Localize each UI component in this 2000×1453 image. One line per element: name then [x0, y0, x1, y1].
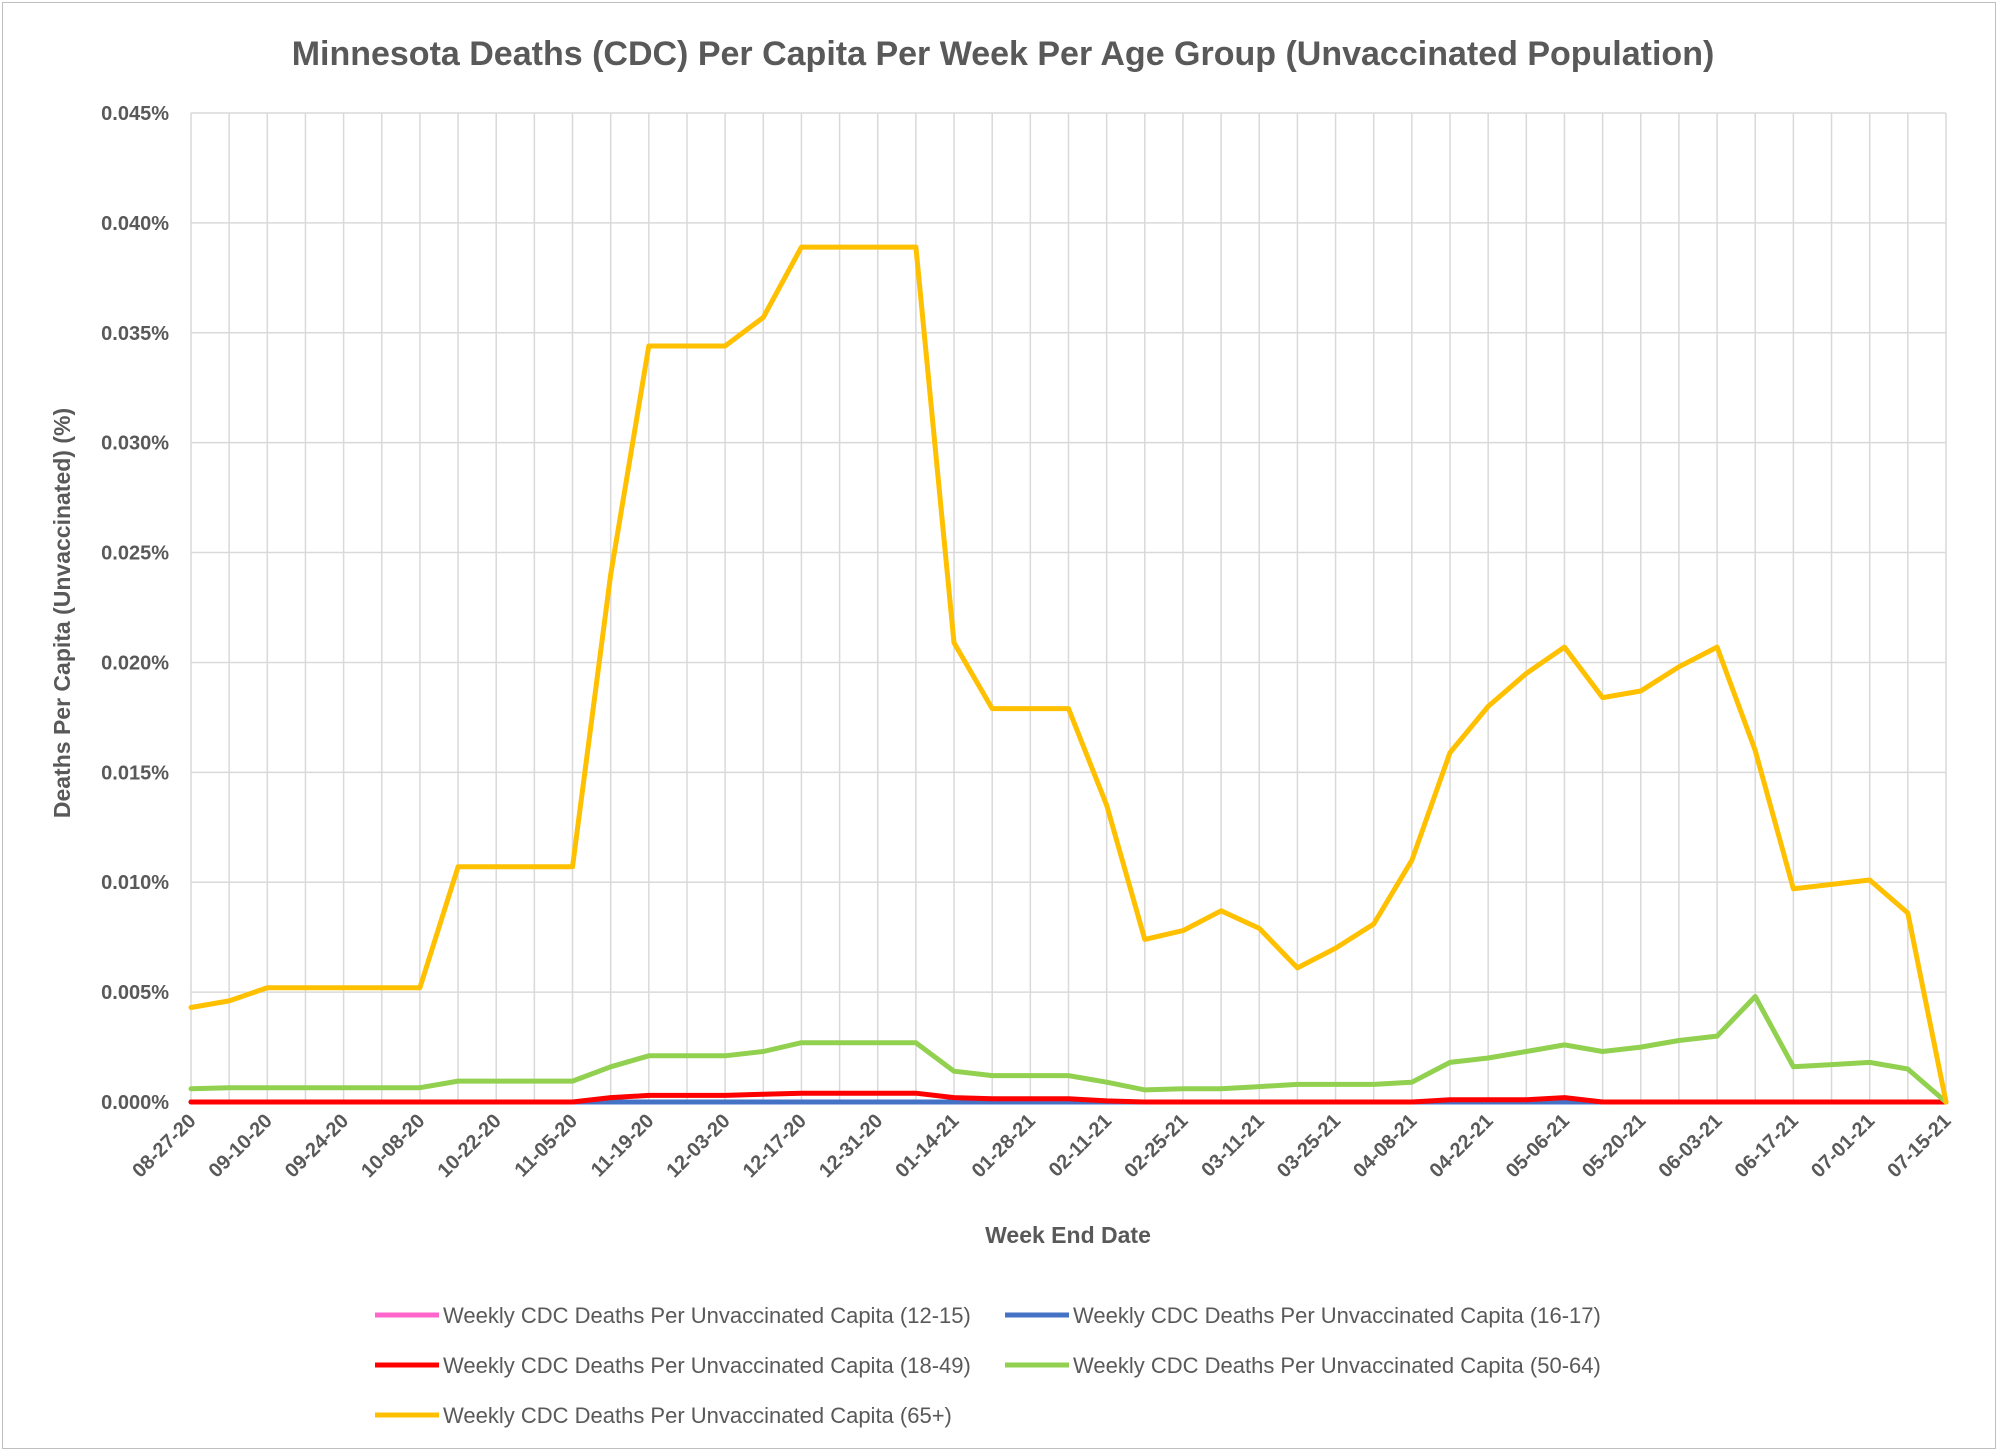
- x-tick-label: 11-05-20: [511, 1110, 582, 1181]
- chart-svg: Minnesota Deaths (CDC) Per Capita Per We…: [49, 35, 1956, 1428]
- x-tick-label: 11-19-20: [587, 1110, 658, 1181]
- y-tick-label: 0.040%: [101, 213, 169, 235]
- x-tick-label: 09-10-20: [205, 1110, 277, 1182]
- x-tick-label: 07-15-21: [1883, 1110, 1955, 1182]
- x-tick-label: 03-11-21: [1197, 1110, 1268, 1181]
- x-tick-label: 06-03-21: [1654, 1110, 1726, 1182]
- x-tick-label: 03-25-21: [1273, 1110, 1345, 1182]
- x-tick-label: 10-22-20: [434, 1110, 506, 1182]
- x-tick-label: 12-17-20: [739, 1110, 811, 1182]
- legend-label: Weekly CDC Deaths Per Unvaccinated Capit…: [443, 1353, 971, 1378]
- series-line-4: [188, 994, 1949, 1105]
- y-axis-ticks: 0.000% 0.005% 0.010% 0.015% 0.020% 0.025% 0.03…: [101, 103, 169, 1114]
- x-axis-title: Week End Date: [985, 1222, 1151, 1248]
- y-tick-label: 0.020%: [101, 652, 169, 674]
- series-line-5: [188, 244, 1949, 1105]
- x-tick-label: 09-24-20: [281, 1110, 353, 1182]
- x-tick-label: 05-06-21: [1502, 1110, 1574, 1182]
- series-line-3: [188, 1090, 1949, 1105]
- y-tick-label: 0.005%: [101, 982, 169, 1004]
- legend-label: Weekly CDC Deaths Per Unvaccinated Capit…: [443, 1303, 971, 1328]
- y-tick-label: 0.000%: [101, 1092, 169, 1114]
- series-lines: [188, 244, 1949, 1105]
- x-tick-label: 02-25-21: [1120, 1110, 1192, 1182]
- x-tick-label: 06-17-21: [1731, 1110, 1803, 1182]
- x-tick-label: 04-22-21: [1426, 1110, 1498, 1182]
- x-tick-label: 12-03-20: [662, 1110, 734, 1182]
- legend-label: Weekly CDC Deaths Per Unvaccinated Capit…: [1073, 1303, 1601, 1328]
- x-tick-label: 01-28-21: [968, 1110, 1040, 1182]
- y-tick-label: 0.030%: [101, 433, 169, 455]
- x-axis-ticks: 08-27-20 09-10-20 09-24-20 10-08-20 10-22-20…: [128, 1110, 1955, 1182]
- y-tick-label: 0.045%: [101, 103, 169, 125]
- x-tick-label: 07-01-21: [1807, 1110, 1879, 1182]
- chart-title: Minnesota Deaths (CDC) Per Capita Per We…: [292, 35, 1715, 73]
- y-tick-label: 0.025%: [101, 543, 169, 565]
- x-tick-label: 10-08-20: [357, 1110, 429, 1182]
- grid: [190, 112, 1947, 1103]
- y-tick-label: 0.010%: [101, 872, 169, 894]
- x-tick-label: 05-20-21: [1578, 1110, 1650, 1182]
- legend: Weekly CDC Deaths Per Unvaccinated Capit…: [375, 1303, 1601, 1428]
- x-tick-label: 08-27-20: [128, 1110, 200, 1182]
- x-tick-label: 12-31-20: [815, 1110, 887, 1182]
- x-tick-label: 04-08-21: [1349, 1110, 1421, 1182]
- legend-label: Weekly CDC Deaths Per Unvaccinated Capit…: [443, 1403, 952, 1428]
- y-axis-title: Deaths Per Capita (Unvaccinated) (%): [49, 408, 75, 818]
- x-tick-label: 01-14-21: [891, 1110, 963, 1182]
- y-tick-label: 0.035%: [101, 323, 169, 345]
- legend-label: Weekly CDC Deaths Per Unvaccinated Capit…: [1073, 1353, 1601, 1378]
- y-tick-label: 0.015%: [101, 762, 169, 784]
- x-tick-label: 02-11-21: [1045, 1110, 1116, 1181]
